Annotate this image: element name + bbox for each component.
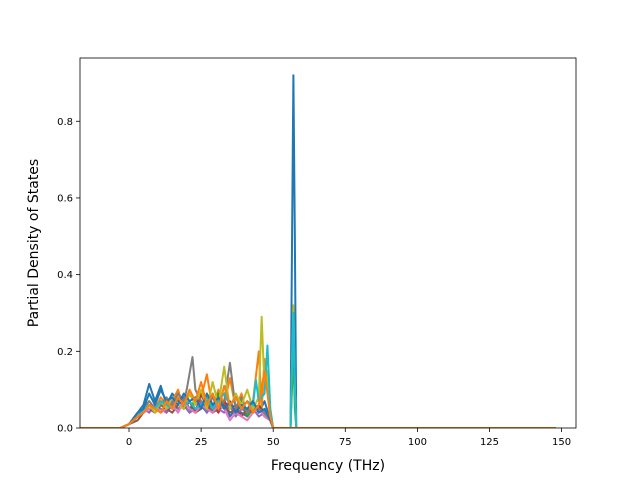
x-tick-label: 75 (339, 437, 352, 448)
x-tick-label: 0 (126, 437, 132, 448)
x-tick-label: 150 (552, 437, 571, 448)
x-tick-label: 25 (195, 437, 208, 448)
series-layer (80, 74, 556, 428)
y-axis-label: Partial Density of States (26, 159, 42, 327)
plot-frame (79, 57, 577, 429)
x-axis-label: Frequency (THz) (271, 458, 385, 474)
series-line-11 (80, 388, 556, 428)
y-tick-label: 0.0 (57, 424, 73, 435)
y-tick-label: 0.4 (57, 270, 73, 281)
x-tick-label: 100 (408, 437, 427, 448)
y-tick-label: 0.6 (57, 193, 73, 204)
series-line-12 (80, 369, 556, 428)
y-tick-label: 0.2 (57, 347, 73, 358)
y-tick-label: 0.8 (57, 117, 73, 128)
y-axis-ticks: 0.0 0.2 0.4 0.6 0.8 (57, 117, 80, 435)
x-tick-label: 125 (480, 437, 499, 448)
x-tick-label: 50 (267, 437, 280, 448)
x-axis-ticks: 0 25 50 75 100 125 150 (126, 428, 571, 448)
